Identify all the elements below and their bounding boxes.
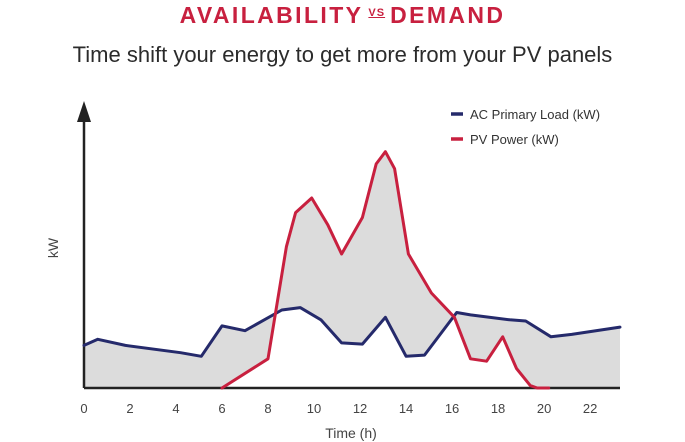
x-tick-label: 6 — [218, 401, 225, 416]
x-tick-label: 16 — [445, 401, 459, 416]
x-tick-label: 8 — [264, 401, 271, 416]
x-tick-label: 4 — [172, 401, 179, 416]
series-line-ac-load — [82, 306, 622, 358]
x-tick-label: 12 — [353, 401, 367, 416]
legend-label: PV Power (kW) — [470, 132, 559, 147]
axes — [77, 101, 620, 390]
chart-title: AVAILABILITY VS DEMAND — [0, 2, 685, 29]
series-lines — [82, 150, 622, 390]
x-tick-label: 0 — [80, 401, 87, 416]
title-availability: AVAILABILITY — [179, 2, 364, 28]
y-axis-label: kW — [45, 237, 61, 258]
chart-subtitle: Time shift your energy to get more from … — [72, 42, 613, 67]
difference-fill — [84, 151, 620, 388]
title-demand: DEMAND — [390, 2, 506, 28]
x-tick-label: 10 — [307, 401, 321, 416]
x-tick-label: 20 — [537, 401, 551, 416]
x-tick-label: 22 — [583, 401, 597, 416]
title-vs: VS — [368, 7, 386, 19]
x-ticks: 0 2 4 6 8 10 12 14 16 18 20 22 — [80, 401, 597, 416]
series-line-pv-power — [220, 150, 551, 390]
x-tick-label: 2 — [126, 401, 133, 416]
legend: AC Primary Load (kW) PV Power (kW) — [451, 107, 600, 147]
y-axis-arrow-icon — [77, 101, 91, 122]
x-axis-label: Time (h) — [325, 425, 377, 441]
x-tick-label: 18 — [491, 401, 505, 416]
area-between-series — [84, 151, 620, 388]
legend-label: AC Primary Load (kW) — [470, 107, 600, 122]
x-tick-label: 14 — [399, 401, 413, 416]
